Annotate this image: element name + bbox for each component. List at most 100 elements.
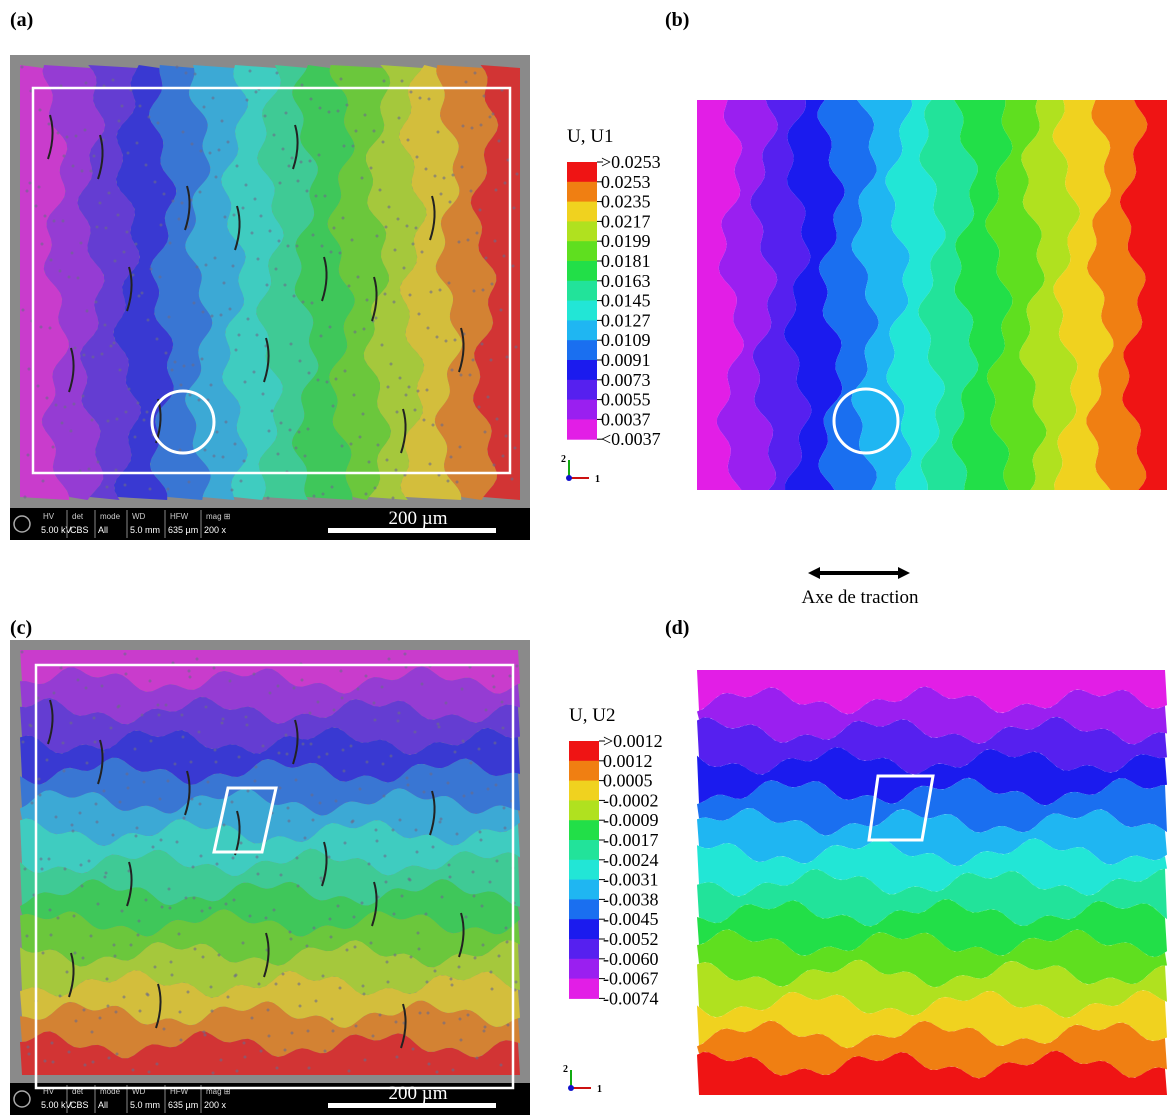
panel-label: (b)	[665, 9, 689, 31]
texture-dot	[424, 167, 428, 171]
texture-dot	[237, 333, 241, 337]
texture-dot	[501, 726, 505, 730]
texture-dot	[118, 800, 122, 804]
texture-dot	[505, 355, 509, 359]
texture-dot	[400, 79, 404, 83]
texture-dot	[212, 454, 216, 458]
texture-dot	[428, 462, 432, 466]
texture-dot	[484, 256, 488, 260]
texture-dot	[483, 1025, 487, 1029]
texture-dot	[281, 972, 285, 976]
texture-dot	[352, 393, 356, 397]
texture-dot	[374, 316, 378, 320]
texture-dot	[433, 969, 437, 973]
contour-band	[697, 670, 1167, 715]
contour-band	[20, 848, 520, 907]
texture-dot	[65, 970, 69, 974]
texture-dot	[501, 454, 505, 458]
texture-dot	[126, 151, 130, 155]
texture-dot	[191, 865, 195, 869]
texture-dot	[499, 308, 503, 312]
texture-dot	[92, 716, 96, 720]
texture-dot	[470, 126, 474, 130]
texture-dot	[415, 155, 419, 159]
texture-dot	[267, 1034, 271, 1038]
texture-dot	[167, 315, 171, 319]
texture-dot	[54, 815, 58, 819]
texture-dot	[142, 418, 146, 422]
texture-dot	[156, 703, 160, 707]
legend-title: U, U2	[569, 705, 615, 726]
texture-dot	[453, 338, 457, 342]
colorbar-band	[569, 958, 599, 980]
texture-dot	[479, 123, 483, 127]
contour-band	[918, 100, 979, 490]
roi-circle	[150, 389, 216, 455]
texture-dot	[197, 730, 201, 734]
texture-dot	[244, 183, 248, 187]
texture-dot	[300, 83, 304, 87]
texture-dot	[48, 908, 52, 912]
info-header: det	[72, 1087, 84, 1096]
texture-dot	[133, 747, 137, 751]
texture-dot	[173, 360, 177, 364]
texture-dot	[177, 932, 181, 936]
texture-dot	[363, 1058, 367, 1062]
texture-dot	[350, 820, 354, 824]
texture-dot	[21, 740, 25, 744]
contour-band	[41, 65, 105, 500]
texture-dot	[219, 1058, 223, 1062]
texture-dot	[444, 339, 448, 343]
texture-dot	[364, 492, 368, 496]
texture-dot	[298, 359, 302, 363]
contour-band	[697, 686, 1167, 745]
texture-dot	[283, 283, 287, 287]
texture-dot	[360, 901, 364, 905]
texture-dot	[471, 870, 475, 874]
contour-band	[750, 100, 812, 490]
texture-dot	[278, 786, 282, 790]
texture-dot	[127, 387, 131, 391]
texture-dot	[264, 916, 268, 920]
texture-dot	[384, 225, 388, 229]
texture-dot	[338, 986, 342, 990]
legend-label: 0.0199	[601, 231, 651, 251]
contour-band	[851, 100, 913, 490]
texture-dot	[168, 906, 172, 910]
texture-dot	[281, 147, 285, 151]
colorbar-band	[569, 760, 599, 782]
texture-dot	[513, 446, 517, 450]
texture-dot	[222, 281, 226, 285]
texture-dot	[195, 265, 199, 269]
texture-dot	[120, 104, 124, 108]
texture-dot	[167, 887, 171, 891]
contour-band	[951, 100, 1013, 490]
contour-band	[697, 1050, 1167, 1095]
texture-dot	[457, 965, 461, 969]
texture-dot	[237, 755, 241, 759]
colorbar-band	[567, 419, 597, 440]
texture-dot	[310, 301, 314, 305]
texture-dot	[242, 1041, 246, 1045]
texture-dot	[153, 965, 157, 969]
texture-dot	[303, 836, 307, 840]
texture-dot	[98, 1016, 102, 1020]
colorbar-band	[569, 820, 599, 841]
texture-dot	[353, 330, 357, 334]
texture-dot	[210, 314, 214, 318]
panel-d	[697, 670, 1167, 1095]
texture-dot	[386, 385, 390, 389]
contour-band	[148, 65, 213, 500]
texture-dot	[224, 902, 228, 906]
texture-dot	[469, 189, 473, 193]
colorbar-band	[569, 899, 599, 920]
texture-dot	[94, 802, 98, 806]
texture-dot	[301, 742, 305, 746]
texture-dot	[220, 721, 224, 725]
texture-dot	[514, 980, 518, 984]
crack	[371, 881, 378, 927]
texture-dot	[117, 119, 121, 123]
roi-frame	[34, 663, 515, 1090]
texture-dot	[497, 139, 501, 143]
